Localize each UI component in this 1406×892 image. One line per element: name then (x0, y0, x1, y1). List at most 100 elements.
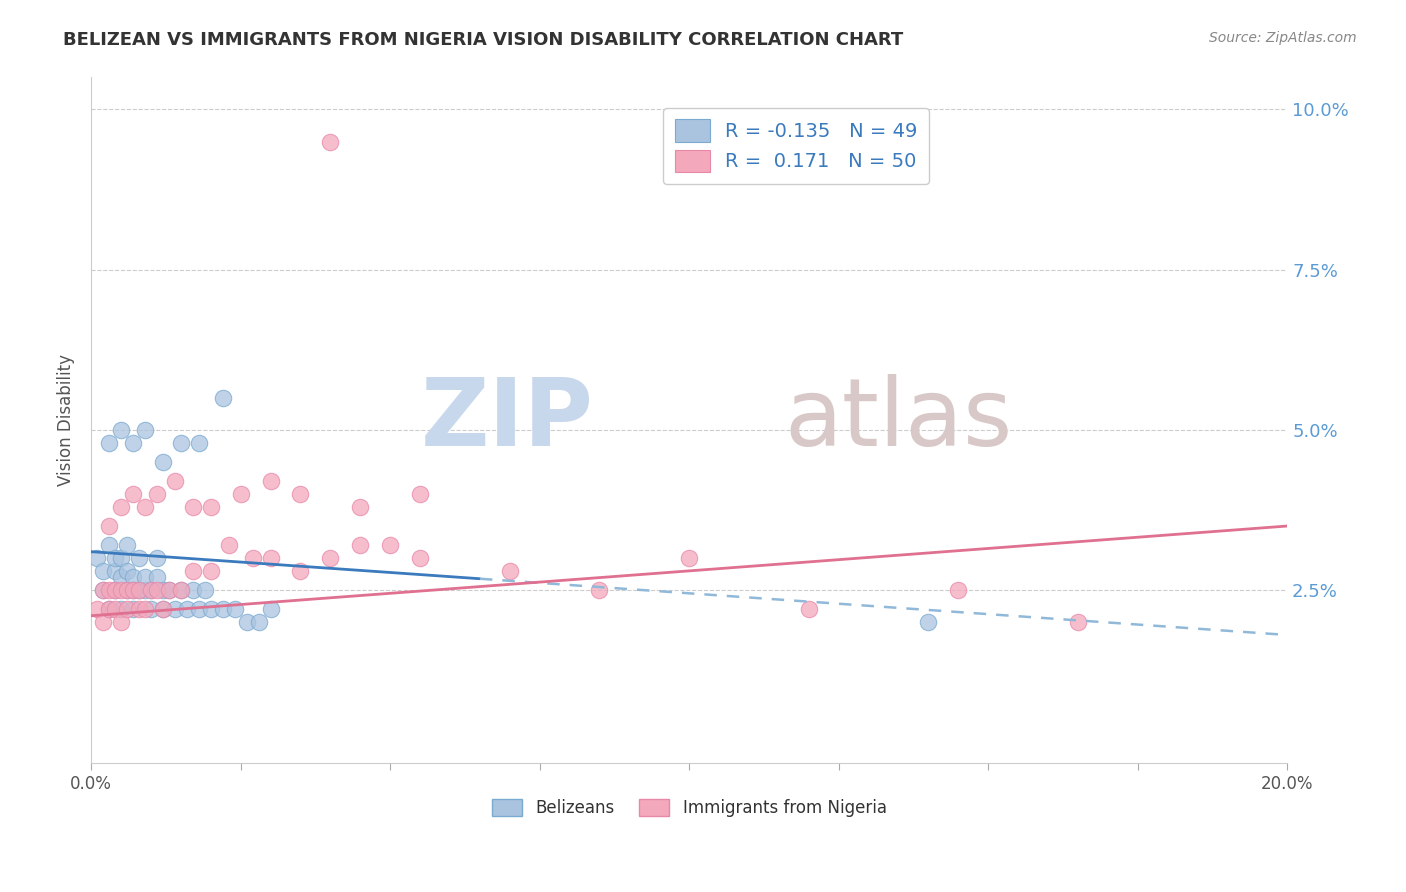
Point (349, 538, 371, 552)
Point (122, 602, 145, 616)
Point (98, 538, 121, 552)
Point (678, 551, 700, 566)
Point (290, 564, 312, 578)
Point (224, 602, 246, 616)
Point (146, 583, 169, 598)
Point (200, 564, 222, 578)
Point (115, 583, 138, 598)
Text: BELIZEAN VS IMMIGRANTS FROM NIGERIA VISION DISABILITY CORRELATION CHART: BELIZEAN VS IMMIGRANTS FROM NIGERIA VISI… (63, 31, 904, 49)
Point (91, 615, 114, 629)
Point (181, 583, 204, 598)
Point (134, 583, 156, 598)
Point (104, 583, 127, 598)
Point (152, 455, 174, 469)
Point (115, 564, 138, 578)
Point (163, 602, 186, 616)
Point (409, 551, 432, 566)
Point (948, 583, 970, 598)
Text: atlas: atlas (785, 375, 1014, 467)
Point (122, 435, 145, 450)
Point (170, 583, 193, 598)
Point (110, 570, 132, 584)
Point (91, 564, 114, 578)
Point (290, 487, 312, 501)
Point (128, 583, 150, 598)
Point (218, 538, 240, 552)
Point (86, 551, 108, 566)
Point (146, 570, 169, 584)
Point (104, 564, 127, 578)
Point (152, 602, 174, 616)
Point (588, 583, 610, 598)
Point (319, 135, 342, 149)
Point (146, 487, 169, 501)
Point (110, 602, 132, 616)
Point (157, 583, 180, 598)
Point (181, 500, 204, 514)
Point (104, 602, 127, 616)
Point (163, 474, 186, 488)
Point (91, 583, 114, 598)
Point (176, 602, 198, 616)
Point (211, 602, 233, 616)
Point (122, 487, 145, 501)
Point (409, 487, 432, 501)
Point (259, 474, 281, 488)
Point (152, 602, 174, 616)
Point (91, 583, 114, 598)
Point (1067, 615, 1090, 629)
Point (98, 519, 121, 533)
Point (110, 423, 132, 437)
Point (380, 538, 402, 552)
Point (349, 500, 371, 514)
Point (115, 602, 138, 616)
Point (187, 602, 209, 616)
Point (98, 602, 121, 616)
Point (229, 487, 252, 501)
Point (259, 602, 281, 616)
Text: ZIP: ZIP (420, 375, 593, 467)
Point (139, 602, 162, 616)
Point (110, 583, 132, 598)
Point (146, 551, 169, 566)
Point (134, 570, 156, 584)
Point (139, 583, 162, 598)
Point (122, 570, 145, 584)
Point (181, 564, 204, 578)
Point (128, 551, 150, 566)
Point (917, 615, 939, 629)
Point (134, 423, 156, 437)
Point (157, 583, 180, 598)
Point (86, 602, 108, 616)
Point (110, 551, 132, 566)
Point (128, 583, 150, 598)
Point (110, 500, 132, 514)
Point (259, 551, 281, 566)
Point (194, 583, 217, 598)
Point (235, 615, 257, 629)
Point (122, 583, 145, 598)
Point (122, 583, 145, 598)
Point (115, 538, 138, 552)
Point (499, 564, 522, 578)
Point (139, 583, 162, 598)
Point (104, 583, 127, 598)
Point (110, 615, 132, 629)
Y-axis label: Vision Disability: Vision Disability (58, 354, 75, 486)
Point (115, 583, 138, 598)
Text: Source: ZipAtlas.com: Source: ZipAtlas.com (1209, 31, 1357, 45)
Point (134, 602, 156, 616)
Legend: Belizeans, Immigrants from Nigeria: Belizeans, Immigrants from Nigeria (485, 792, 893, 823)
Point (98, 602, 121, 616)
Point (247, 615, 270, 629)
Point (104, 551, 127, 566)
Point (797, 602, 820, 616)
Point (98, 583, 121, 598)
Point (98, 435, 121, 450)
Point (170, 435, 193, 450)
Point (200, 500, 222, 514)
Point (152, 583, 174, 598)
Point (128, 602, 150, 616)
Point (134, 500, 156, 514)
Point (170, 583, 193, 598)
